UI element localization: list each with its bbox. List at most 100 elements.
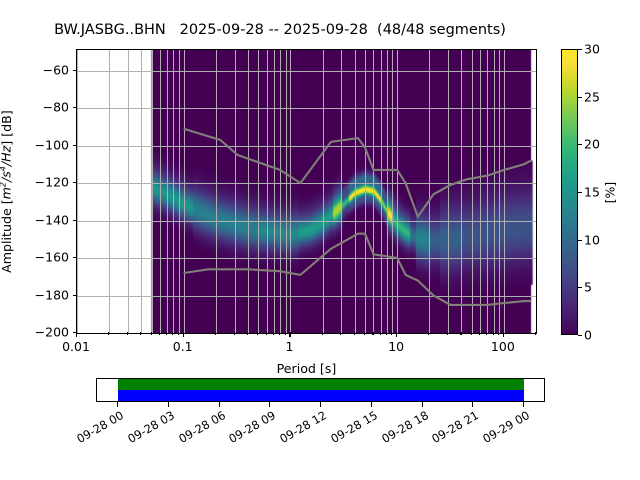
ppsd-plot-clip (77, 50, 536, 333)
x-axis-ticklabel: 1 (285, 339, 294, 354)
colorbar-label: [%] (600, 49, 620, 335)
grid-line-vertical (354, 50, 356, 333)
y-axis-ticklabel: −120 (34, 174, 69, 190)
colorbar-ticklabel: 20 (584, 136, 600, 152)
page-title: BW.JASBG..BHN 2025-09-28 -- 2025-09-28 (… (54, 22, 506, 38)
x-axis-tick (214, 332, 216, 335)
timeline-tick (370, 402, 372, 407)
colorbar-tick (578, 49, 582, 51)
y-axis-tick (72, 182, 76, 184)
x-axis-tick (177, 332, 179, 335)
x-axis-tick (391, 332, 393, 335)
grid-line-vertical (167, 50, 169, 333)
colorbar[interactable]: 0 5 10 15 20 25 30 (561, 42, 600, 343)
y-axis-tick (72, 144, 76, 146)
x-axis-tick (166, 332, 168, 335)
timeline-tick (269, 402, 271, 407)
x-axis-tick (535, 332, 537, 335)
colorbar-ticklabel: 10 (584, 232, 600, 248)
x-axis-tick (272, 332, 274, 335)
data-coverage-timeline[interactable] (96, 378, 545, 402)
grid-line-vertical (141, 50, 143, 333)
timeline-tick (472, 402, 474, 407)
x-axis-tick (159, 332, 161, 335)
grid-line-vertical (151, 50, 153, 333)
grid-line-horizontal (77, 70, 536, 72)
grid-line-vertical (461, 50, 463, 333)
grid-line-vertical (290, 50, 292, 333)
grid-line-vertical (487, 50, 489, 333)
grid-line-vertical (285, 50, 287, 333)
timeline-tick (320, 402, 322, 407)
grid-line-vertical (247, 50, 249, 333)
x-axis-tick (479, 332, 481, 335)
x-axis-tick (385, 332, 387, 335)
colorbar-gradient (561, 49, 578, 335)
timeline-ticklabel: 09-28 03 (125, 408, 177, 446)
x-axis-tick (364, 332, 366, 335)
x-axis-tick (126, 332, 128, 335)
grid-line-vertical (365, 50, 367, 333)
new-high-noise-model-line (183, 127, 532, 220)
grid-line-horizontal (77, 258, 536, 260)
timeline-tick (421, 402, 423, 407)
x-axis-ticklabel: 100 (490, 339, 515, 354)
x-axis-tick (396, 332, 398, 337)
colorbar-tick (578, 239, 582, 241)
grid-line-vertical (471, 50, 473, 333)
y-axis-ticklabel: −180 (34, 287, 69, 303)
grid-line-vertical (77, 50, 78, 333)
data-coverage-green (118, 379, 524, 390)
grid-line-vertical (183, 50, 185, 333)
x-axis-tick (233, 332, 235, 335)
x-axis-tick (470, 332, 472, 335)
x-axis-tick (108, 332, 110, 335)
colorbar-tick (578, 96, 582, 98)
y-axis-tick (72, 69, 76, 71)
grid-line-vertical (234, 50, 236, 333)
x-axis-tick (372, 332, 374, 335)
grid-line-vertical (380, 50, 382, 333)
ppsd-plot-area[interactable] (76, 49, 537, 334)
x-axis-tick (150, 332, 152, 335)
grid-line-vertical (178, 50, 180, 333)
grid-line-vertical (322, 50, 324, 333)
x-axis-tick (497, 332, 500, 335)
ppsd-histogram-heatmap (77, 50, 536, 333)
colorbar-ticklabel: 0 (584, 327, 592, 343)
x-axis-tick (265, 332, 267, 335)
x-axis-tick (340, 332, 342, 335)
x-axis-tick (246, 332, 249, 335)
y-axis-ticklabel: −140 (34, 212, 69, 228)
timeline-segments (97, 379, 544, 401)
noise-model-lines (183, 127, 532, 306)
y-axis-ticklabel: −100 (34, 137, 69, 153)
x-axis-tick (447, 332, 449, 335)
grid-line-vertical (503, 50, 505, 333)
timeline-ticklabel: 09-28 06 (175, 408, 228, 446)
x-axis-tick (284, 332, 286, 335)
x-axis-tick (257, 332, 259, 335)
y-axis-ticklabel: −80 (42, 99, 69, 115)
y-axis-ticklabel: −200 (34, 324, 69, 340)
x-axis-tick (379, 332, 381, 335)
grid-line-vertical (341, 50, 343, 333)
grid-line-vertical (266, 50, 268, 333)
timeline-ticklabel: 09-28 09 (226, 408, 279, 446)
grid-line-vertical (258, 50, 260, 333)
grid-line-vertical (386, 50, 388, 333)
timeline-tick (523, 402, 525, 407)
x-axis-tick (353, 332, 355, 335)
x-axis-tick (289, 332, 291, 337)
x-axis-ticklabel: 0.1 (172, 339, 193, 354)
grid-line-vertical (127, 50, 129, 333)
colorbar-tick (578, 335, 582, 337)
grid-line-vertical (392, 50, 394, 333)
grid-line-horizontal (77, 183, 536, 185)
y-axis-tick (72, 219, 76, 221)
y-axis-tick (72, 294, 76, 296)
x-axis-tick (428, 332, 430, 335)
x-axis-label: Period [s] (276, 361, 337, 376)
y-axis-ticklabel: −160 (34, 249, 69, 265)
grid-line-vertical (480, 50, 482, 333)
